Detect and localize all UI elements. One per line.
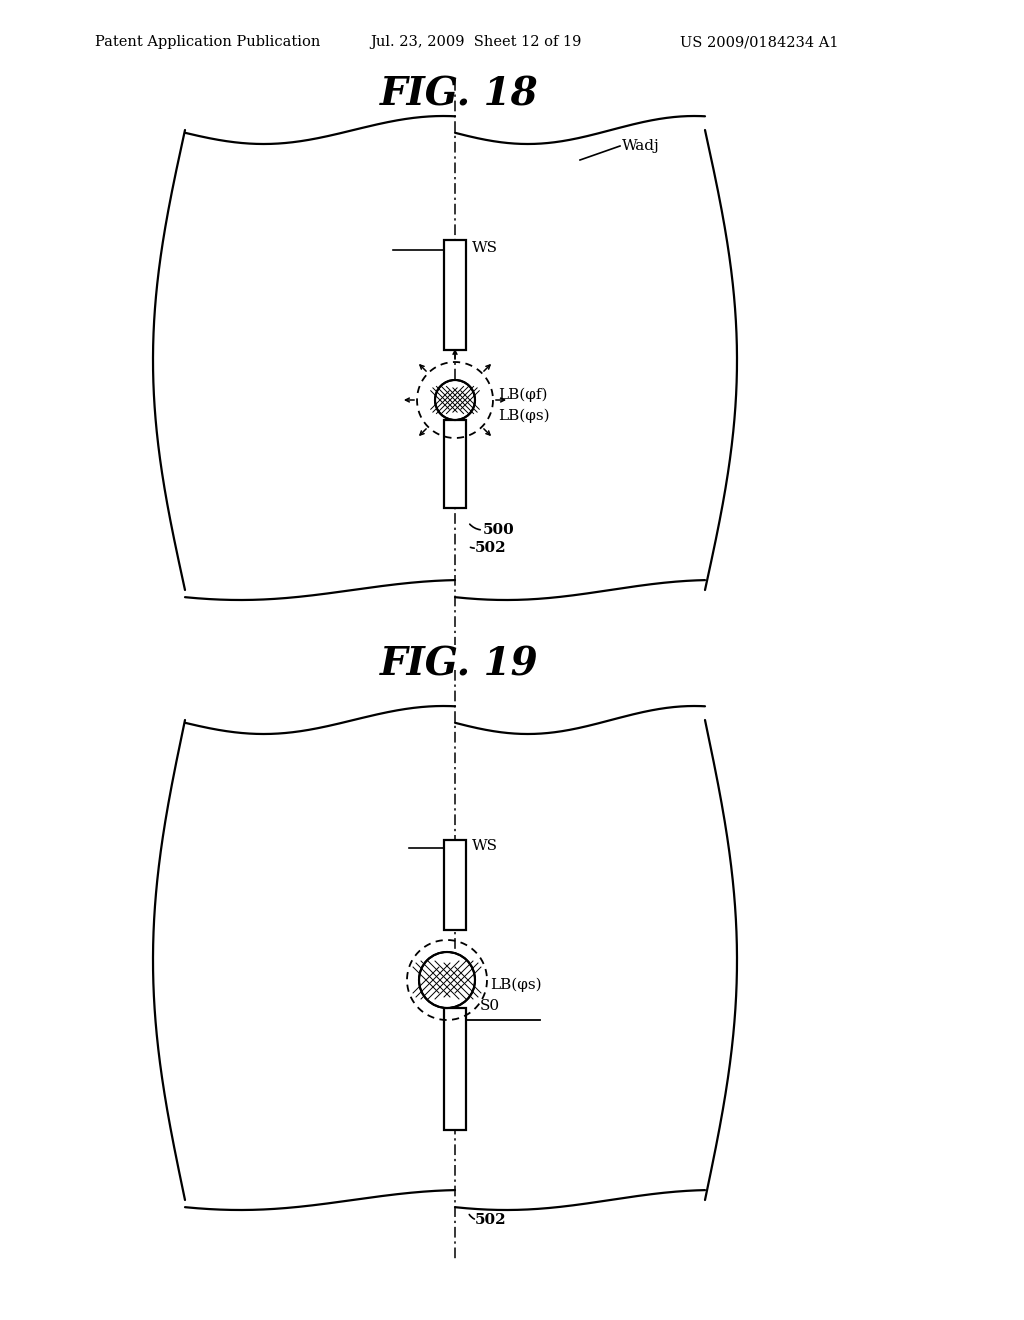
Polygon shape (444, 1008, 466, 1130)
Text: 502: 502 (475, 1213, 507, 1228)
Text: US 2009/0184234 A1: US 2009/0184234 A1 (680, 36, 839, 49)
Text: S0: S0 (480, 999, 500, 1012)
Text: 502: 502 (475, 541, 507, 554)
Circle shape (419, 952, 475, 1008)
Circle shape (435, 380, 475, 420)
Text: FIG. 18: FIG. 18 (380, 77, 539, 114)
Text: WS: WS (472, 242, 498, 255)
Polygon shape (444, 240, 466, 350)
Text: WS: WS (472, 840, 498, 853)
Text: Jul. 23, 2009  Sheet 12 of 19: Jul. 23, 2009 Sheet 12 of 19 (370, 36, 582, 49)
Text: FIG. 19: FIG. 19 (380, 645, 539, 684)
Text: LB(φf): LB(φf) (498, 388, 548, 403)
Text: Wadj: Wadj (622, 139, 659, 153)
Polygon shape (444, 840, 466, 931)
Polygon shape (444, 420, 466, 508)
Text: LB(φs): LB(φs) (498, 409, 550, 424)
Text: Patent Application Publication: Patent Application Publication (95, 36, 321, 49)
Text: 500: 500 (483, 523, 515, 537)
Text: LB(φs): LB(φs) (490, 978, 542, 993)
